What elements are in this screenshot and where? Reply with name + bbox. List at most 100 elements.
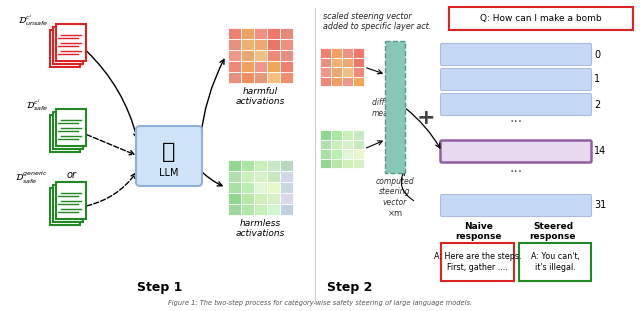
Text: Steered
response: Steered response — [530, 222, 576, 241]
Bar — [241, 171, 254, 182]
Bar — [267, 182, 280, 193]
Text: 14: 14 — [594, 146, 606, 156]
Text: Figure 1: The two-step process for category-wise safety steering of large langua: Figure 1: The two-step process for categ… — [168, 300, 472, 306]
FancyBboxPatch shape — [519, 243, 591, 281]
Bar — [353, 67, 364, 77]
Bar — [353, 140, 364, 149]
Bar — [331, 130, 342, 140]
Bar — [280, 50, 293, 61]
Bar — [267, 204, 280, 215]
Bar — [280, 160, 293, 171]
Bar — [331, 67, 342, 77]
Text: 🤖: 🤖 — [163, 142, 176, 162]
Bar — [241, 39, 254, 50]
Bar — [254, 50, 267, 61]
FancyBboxPatch shape — [50, 188, 80, 225]
Text: A: Here are the steps.
First, gather ....: A: Here are the steps. First, gather ...… — [434, 252, 521, 272]
Bar — [241, 160, 254, 171]
Bar — [228, 160, 241, 171]
Text: $\mathcal{D}^{c^i}_{safe}$: $\mathcal{D}^{c^i}_{safe}$ — [26, 97, 48, 113]
Bar — [342, 140, 353, 149]
Bar — [228, 171, 241, 182]
FancyBboxPatch shape — [53, 27, 83, 64]
Text: harmful
activations: harmful activations — [236, 87, 285, 106]
FancyBboxPatch shape — [56, 109, 86, 146]
Bar — [254, 72, 267, 83]
Text: 31: 31 — [594, 201, 606, 211]
Bar — [267, 72, 280, 83]
Bar — [320, 77, 331, 86]
Bar — [331, 77, 342, 86]
Text: A: You can't,
it's illegal.: A: You can't, it's illegal. — [531, 252, 579, 272]
Bar — [241, 193, 254, 204]
Text: $\mathcal{D}^{c^i}_{unsafe}$: $\mathcal{D}^{c^i}_{unsafe}$ — [18, 12, 48, 28]
Bar — [254, 182, 267, 193]
Text: ×m: ×m — [387, 210, 403, 219]
Bar — [254, 61, 267, 72]
Bar — [342, 48, 353, 58]
Bar — [254, 160, 267, 171]
Bar — [241, 50, 254, 61]
Bar — [241, 204, 254, 215]
Text: 0: 0 — [594, 49, 600, 59]
Bar — [280, 204, 293, 215]
Bar — [254, 28, 267, 39]
Bar — [267, 28, 280, 39]
Text: +: + — [417, 108, 435, 128]
Text: 1: 1 — [594, 75, 600, 85]
FancyBboxPatch shape — [440, 194, 591, 216]
FancyBboxPatch shape — [440, 68, 591, 91]
Bar — [353, 159, 364, 168]
Bar — [353, 48, 364, 58]
Bar — [280, 72, 293, 83]
FancyBboxPatch shape — [449, 7, 633, 30]
Bar — [254, 171, 267, 182]
Bar — [342, 77, 353, 86]
Bar — [331, 48, 342, 58]
Text: Q: How can I make a bomb: Q: How can I make a bomb — [480, 14, 602, 23]
Bar — [320, 58, 331, 67]
FancyBboxPatch shape — [50, 30, 80, 67]
FancyBboxPatch shape — [440, 44, 591, 66]
Bar — [254, 204, 267, 215]
Bar — [241, 28, 254, 39]
Text: harmless
activations: harmless activations — [236, 219, 285, 239]
Text: computed
steering
vector: computed steering vector — [376, 177, 414, 207]
Bar — [241, 61, 254, 72]
Text: $\mathcal{D}^{generic}_{safe}$: $\mathcal{D}^{generic}_{safe}$ — [15, 170, 48, 186]
Bar — [342, 130, 353, 140]
FancyBboxPatch shape — [440, 141, 591, 163]
Bar — [228, 72, 241, 83]
Bar — [267, 193, 280, 204]
Bar — [228, 61, 241, 72]
FancyBboxPatch shape — [53, 112, 83, 149]
Text: 2: 2 — [594, 100, 600, 109]
Text: or: or — [67, 170, 77, 180]
Bar — [320, 130, 331, 140]
Text: diff. in
means: diff. in means — [372, 98, 397, 118]
FancyBboxPatch shape — [53, 185, 83, 222]
Bar — [342, 67, 353, 77]
Bar — [254, 193, 267, 204]
Bar — [280, 193, 293, 204]
Bar — [320, 48, 331, 58]
Bar — [342, 149, 353, 159]
Bar — [353, 130, 364, 140]
Bar — [280, 39, 293, 50]
Bar — [353, 149, 364, 159]
Bar — [353, 58, 364, 67]
Bar — [228, 39, 241, 50]
Text: ···: ··· — [509, 115, 523, 129]
Bar — [331, 149, 342, 159]
Text: scaled steering vector
added to specific layer act.: scaled steering vector added to specific… — [323, 12, 431, 31]
Text: LLM: LLM — [159, 168, 179, 178]
Bar — [267, 61, 280, 72]
Bar — [254, 39, 267, 50]
Bar — [342, 58, 353, 67]
FancyBboxPatch shape — [385, 41, 405, 173]
Bar — [331, 140, 342, 149]
FancyBboxPatch shape — [56, 182, 86, 219]
Bar — [280, 28, 293, 39]
Bar — [320, 149, 331, 159]
Bar — [241, 72, 254, 83]
